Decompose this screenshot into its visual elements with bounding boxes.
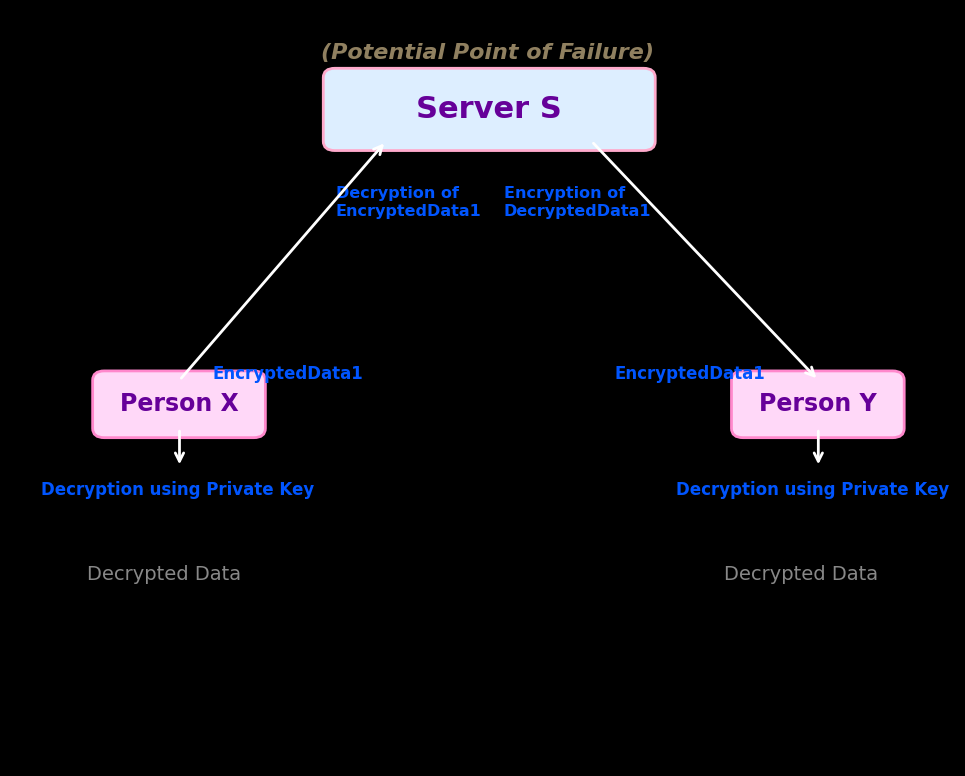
Text: EncryptedData1: EncryptedData1 <box>615 365 765 383</box>
FancyBboxPatch shape <box>93 371 265 438</box>
Text: Decrypted Data: Decrypted Data <box>87 565 241 584</box>
Text: Decrypted Data: Decrypted Data <box>724 565 878 584</box>
Text: Decryption of
EncryptedData1: Decryption of EncryptedData1 <box>336 186 482 219</box>
Text: Server S: Server S <box>416 95 563 124</box>
Text: Decryption using Private Key: Decryption using Private Key <box>676 481 949 500</box>
FancyBboxPatch shape <box>731 371 904 438</box>
FancyBboxPatch shape <box>323 68 655 151</box>
Text: Encryption of
DecryptedData1: Encryption of DecryptedData1 <box>504 186 651 219</box>
Text: EncryptedData1: EncryptedData1 <box>212 365 363 383</box>
Text: Person Y: Person Y <box>758 393 877 416</box>
Text: Person X: Person X <box>120 393 238 416</box>
Text: (Potential Point of Failure): (Potential Point of Failure) <box>320 43 654 63</box>
Text: Decryption using Private Key: Decryption using Private Key <box>41 481 314 500</box>
